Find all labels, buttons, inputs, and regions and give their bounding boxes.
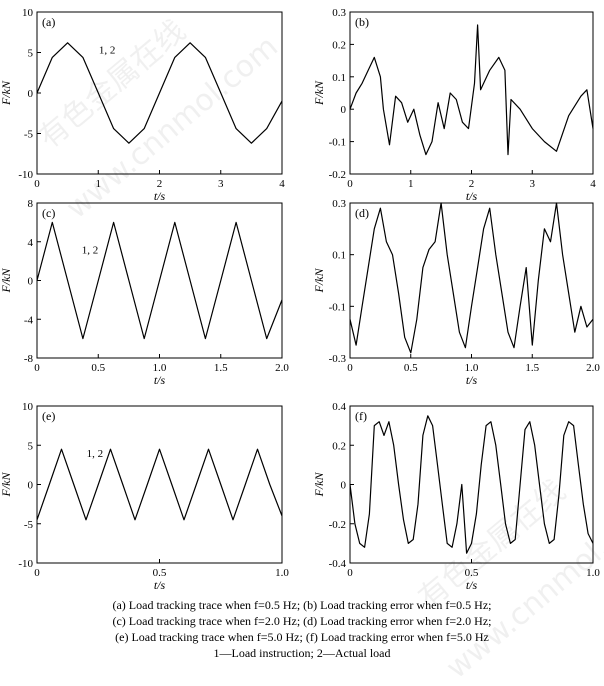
x-tick-label-f: 1.0 (586, 567, 600, 579)
x-tick-label-b: 1 (408, 178, 414, 190)
x-tick-label-a: 1 (96, 178, 102, 190)
caption-line-4: 1—Load instruction; 2—Actual load (213, 646, 391, 660)
x-axis-label-d: t/s (466, 373, 478, 387)
x-tick-label-a: 0 (34, 178, 40, 190)
x-tick-label-d: 0 (347, 362, 353, 374)
y-tick-label-f: -0.2 (329, 519, 346, 531)
series-annotation-a: 1, 2 (99, 44, 116, 56)
series-line-c (36, 221, 283, 340)
y-tick-label-b: 0 (341, 104, 347, 116)
panel-label-b: (b) (355, 15, 369, 29)
x-tick-label-a: 4 (279, 178, 285, 190)
y-tick-label-a: 10 (22, 7, 34, 19)
y-axis-label-c: F/kN (0, 268, 13, 294)
series-line-e (36, 448, 283, 521)
y-tick-label-c: 8 (28, 198, 34, 210)
x-tick-label-c: 0.5 (91, 362, 105, 374)
series-annotation-e: 1, 2 (87, 448, 104, 460)
series-line-a (36, 42, 283, 144)
y-tick-label-b: -0.2 (329, 169, 346, 181)
x-tick-label-d: 1.5 (525, 362, 539, 374)
x-axis-label-c: t/s (154, 373, 166, 387)
y-axis-label-a: F/kN (0, 80, 13, 106)
panel-label-d: (d) (355, 206, 369, 220)
x-tick-label-b: 2 (469, 178, 475, 190)
y-tick-label-c: -4 (24, 314, 34, 326)
plot-frame-d (349, 202, 594, 359)
y-tick-label-b: 0.3 (332, 7, 346, 19)
x-axis-label-b: t/s (466, 189, 478, 203)
y-tick-label-c: 0 (28, 276, 34, 288)
y-tick-label-c: -8 (24, 353, 34, 365)
y-tick-label-d: -0.1 (329, 301, 346, 313)
y-tick-label-e: 5 (28, 440, 34, 452)
series-line-d (349, 202, 594, 354)
x-tick-label-f: 0.5 (465, 567, 479, 579)
x-tick-label-e: 0.5 (153, 567, 167, 579)
x-axis-label-f: t/s (466, 578, 478, 592)
series-annotation-c: 1, 2 (82, 245, 99, 257)
y-axis-label-d: F/kN (312, 268, 326, 294)
x-tick-label-d: 1.0 (465, 362, 479, 374)
series-line-f (349, 415, 594, 554)
x-tick-label-f: 0 (347, 567, 353, 579)
y-tick-label-e: 0 (28, 480, 34, 492)
x-tick-label-c: 2.0 (275, 362, 289, 374)
y-tick-label-f: -0.4 (329, 558, 347, 570)
panel-label-f: (f) (355, 409, 367, 423)
panel-label-a: (a) (42, 15, 55, 29)
y-axis-label-b: F/kN (312, 80, 326, 106)
y-axis-label-e: F/kN (0, 472, 13, 498)
y-axis-label-f: F/kN (312, 472, 326, 498)
caption-line-2: (c) Load tracking trace when f=2.0 Hz; (… (112, 614, 492, 628)
panel-label-e: (e) (42, 409, 55, 423)
x-tick-label-c: 1.0 (153, 362, 167, 374)
y-tick-label-e: 10 (22, 401, 34, 413)
panel-label-c: (c) (42, 206, 55, 220)
y-tick-label-b: 0.2 (332, 39, 346, 51)
x-tick-label-c: 1.5 (214, 362, 228, 374)
y-tick-label-a: 0 (28, 88, 34, 100)
x-axis-label-a: t/s (154, 189, 166, 203)
x-tick-label-b: 3 (530, 178, 536, 190)
caption-line-1: (a) Load tracking trace when f=0.5 Hz; (… (112, 598, 492, 612)
y-tick-label-a: -5 (24, 129, 34, 141)
y-tick-label-e: -10 (18, 558, 33, 570)
x-tick-label-e: 0 (34, 567, 40, 579)
y-tick-label-d: -0.3 (329, 353, 347, 365)
y-tick-label-f: 0.4 (332, 401, 346, 413)
x-axis-label-e: t/s (154, 578, 166, 592)
x-tick-label-d: 0.5 (404, 362, 418, 374)
y-tick-label-f: 0 (341, 480, 347, 492)
y-tick-label-e: -5 (24, 519, 34, 531)
series-line-b (349, 24, 594, 156)
x-tick-label-a: 3 (218, 178, 224, 190)
figure: 0 1 2 3 4 -10 -5 0 5 10 t/s F/kN (a) 1, 2 0 1 2 3 4 -0.2 -0.… (0, 7, 600, 592)
x-tick-label-a: 2 (157, 178, 163, 190)
y-tick-label-d: 0.1 (332, 250, 346, 262)
y-tick-label-a: -10 (18, 169, 33, 181)
x-tick-label-d: 2.0 (586, 362, 600, 374)
y-tick-label-b: -0.1 (329, 137, 346, 149)
y-tick-label-b: 0.1 (332, 72, 346, 84)
y-tick-label-d: 0.3 (332, 198, 346, 210)
y-tick-label-c: 4 (28, 237, 34, 249)
x-tick-label-b: 4 (590, 178, 596, 190)
y-tick-label-a: 5 (28, 48, 34, 60)
caption-line-3: (e) Load tracking trace when f=5.0 Hz; (… (115, 630, 489, 644)
x-tick-label-e: 1.0 (275, 567, 289, 579)
x-tick-label-b: 0 (347, 178, 353, 190)
y-tick-label-f: 0.2 (332, 440, 346, 452)
x-tick-label-c: 0 (34, 362, 40, 374)
